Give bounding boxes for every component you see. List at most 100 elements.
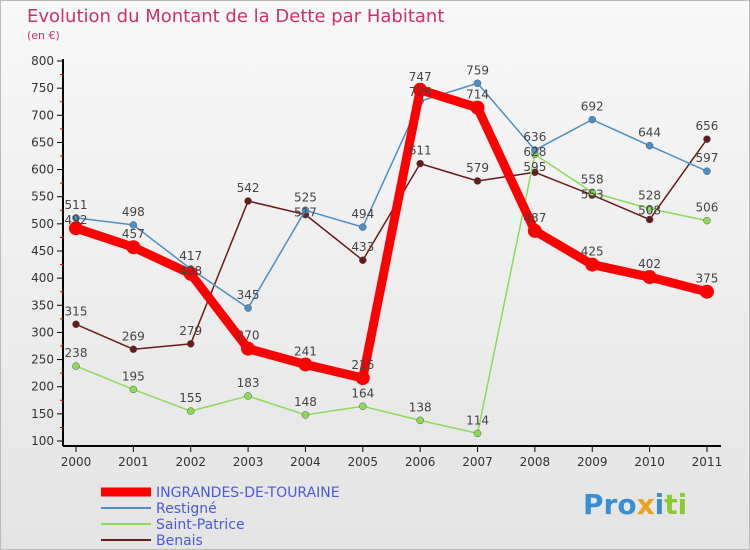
- data-point: [72, 320, 80, 329]
- data-point: [527, 223, 542, 238]
- x-tick-label: 2000: [61, 455, 92, 469]
- x-tick-label: 2009: [577, 455, 608, 469]
- data-point: [359, 402, 367, 411]
- x-tick-label: 2007: [462, 455, 493, 469]
- y-tick-label: 700: [31, 108, 54, 122]
- x-tick-label: 2010: [634, 455, 665, 469]
- data-label: 525: [294, 190, 317, 204]
- series-line-INGRANDES-DE-TOURAINE: [74, 85, 709, 383]
- y-tick-label: 300: [31, 325, 54, 339]
- data-point: [531, 146, 539, 154]
- y-tick-label: 750: [31, 81, 54, 95]
- data-label: 579: [466, 161, 489, 175]
- data-label: 315: [65, 304, 88, 318]
- data-point: [413, 82, 428, 97]
- data-point: [642, 270, 657, 285]
- data-label: 408: [179, 264, 202, 278]
- data-label: 528: [638, 189, 661, 203]
- data-label: 726: [409, 85, 432, 99]
- data-label: 402: [638, 257, 661, 271]
- x-tick-label: 2005: [348, 455, 379, 469]
- data-point: [359, 256, 367, 264]
- data-point: [298, 357, 313, 372]
- x-tick-label: 2003: [233, 455, 264, 469]
- data-point: [585, 257, 600, 272]
- data-point: [126, 240, 141, 255]
- data-label: 747: [409, 70, 432, 84]
- data-point: [699, 284, 714, 299]
- data-label: 553: [581, 187, 604, 201]
- data-label: 508: [638, 204, 661, 218]
- y-tick-label: 550: [31, 190, 54, 204]
- series-line-Saint-Patrice: [75, 153, 708, 435]
- data-label: 611: [409, 144, 432, 158]
- data-point: [359, 223, 367, 231]
- data-point: [473, 429, 482, 438]
- data-point: [645, 215, 654, 224]
- data-point: [645, 204, 654, 213]
- data-label: 692: [581, 100, 604, 114]
- data-point: [703, 216, 711, 225]
- data-point: [301, 206, 310, 215]
- data-point: [72, 362, 80, 370]
- legend-label: Benais: [156, 533, 203, 549]
- data-label: 345: [237, 288, 260, 302]
- data-label: 269: [122, 329, 145, 343]
- data-point: [129, 345, 138, 354]
- data-label: 517: [294, 205, 317, 219]
- y-tick-label: 800: [31, 54, 54, 68]
- y-tick-label: 450: [31, 244, 54, 258]
- data-label: 759: [466, 63, 489, 77]
- y-tick-label: 600: [31, 163, 54, 177]
- legend-label: Restigné: [156, 501, 217, 517]
- data-point: [703, 167, 711, 175]
- data-point: [183, 266, 198, 281]
- proxiti-logo: Proxiti: [583, 488, 688, 521]
- y-tick-label: 350: [31, 298, 54, 312]
- data-point: [129, 221, 138, 229]
- data-label: 628: [523, 145, 546, 159]
- data-point: [301, 411, 310, 419]
- data-label: 241: [294, 344, 317, 358]
- y-tick-label: 650: [31, 135, 54, 149]
- data-point: [186, 340, 195, 348]
- data-point: [244, 304, 252, 312]
- data-point: [645, 141, 654, 150]
- data-label: 375: [696, 272, 719, 286]
- y-tick-label: 250: [31, 353, 54, 367]
- legend-label: INGRANDES-DE-TOURAINE: [156, 485, 340, 501]
- data-label: 279: [179, 324, 202, 338]
- data-label: 138: [409, 400, 432, 414]
- data-label: 511: [65, 198, 88, 212]
- data-label: 183: [237, 376, 260, 390]
- data-label: 558: [581, 172, 604, 186]
- data-label: 494: [351, 207, 374, 221]
- data-label: 425: [581, 245, 604, 259]
- data-label: 595: [523, 160, 546, 174]
- x-tick-label: 2004: [290, 455, 321, 469]
- data-label: 656: [696, 119, 719, 133]
- data-label: 114: [466, 413, 489, 427]
- y-tick-label: 500: [31, 217, 54, 231]
- y-axis-label: (en €): [27, 29, 60, 42]
- data-label: 636: [523, 130, 546, 144]
- x-tick-label: 2008: [520, 455, 551, 469]
- data-point: [241, 341, 256, 356]
- data-label: 492: [65, 213, 88, 227]
- data-point: [470, 100, 485, 115]
- data-label: 542: [237, 181, 260, 195]
- series-line-Restigné: [75, 82, 708, 309]
- data-point: [416, 159, 424, 168]
- data-label: 238: [65, 346, 88, 360]
- data-label: 148: [294, 395, 317, 409]
- data-label: 433: [351, 240, 374, 254]
- data-label: 457: [122, 227, 145, 241]
- y-tick-label: 100: [31, 434, 54, 448]
- data-label: 487: [523, 211, 546, 225]
- data-point: [244, 392, 252, 400]
- x-tick-label: 2006: [405, 455, 436, 469]
- data-label: 506: [696, 201, 719, 215]
- data-point: [355, 371, 370, 386]
